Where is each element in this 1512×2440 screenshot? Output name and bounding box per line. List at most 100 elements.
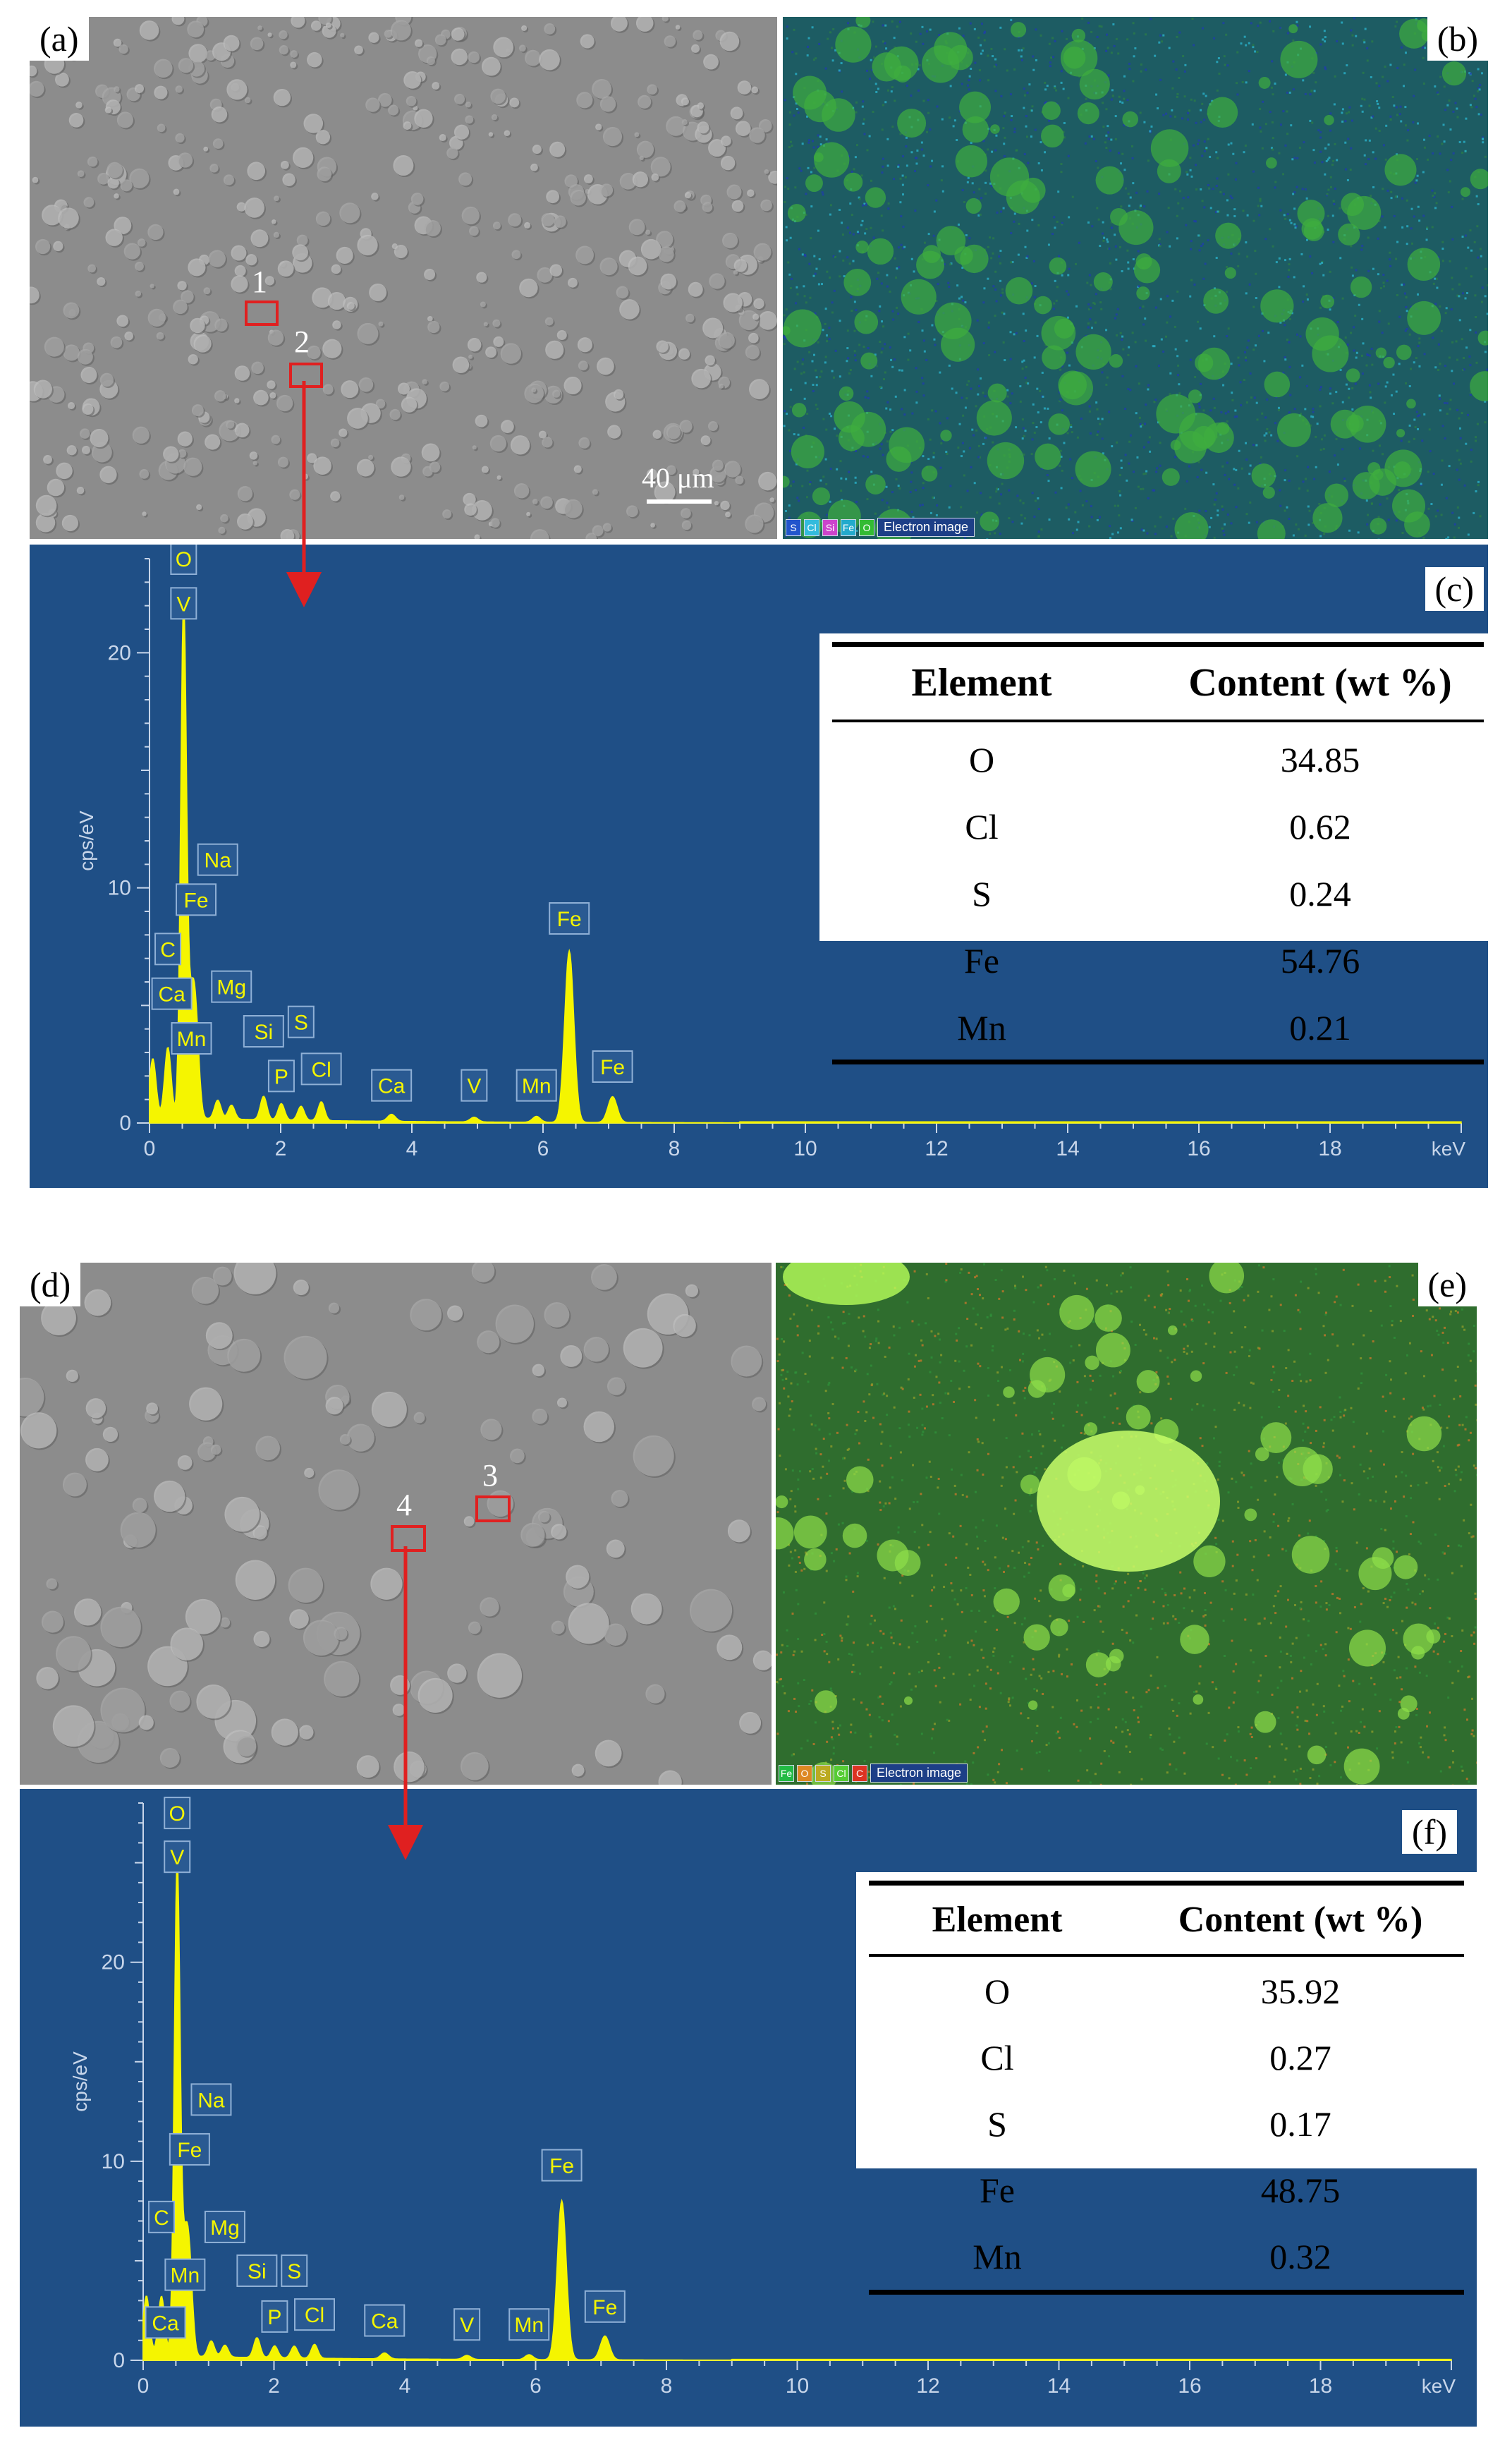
map-dot	[1038, 1337, 1041, 1340]
map-dot	[1355, 356, 1358, 359]
map-dot	[1154, 533, 1157, 535]
surface-particle	[226, 79, 248, 100]
map-dot	[860, 1701, 863, 1704]
map-dot	[1434, 1622, 1437, 1625]
surface-particle	[196, 1685, 231, 1719]
map-dot	[1465, 1778, 1468, 1780]
map-dot	[1023, 435, 1025, 437]
map-dot	[1085, 1287, 1088, 1290]
map-dot	[1272, 93, 1274, 96]
surface-particle	[357, 234, 378, 256]
map-dot	[1395, 257, 1398, 260]
map-dot	[886, 401, 889, 403]
map-dot	[1201, 102, 1204, 105]
map-dot	[1088, 525, 1091, 528]
map-dot	[1016, 1471, 1018, 1474]
map-dot	[1418, 414, 1421, 417]
map-dot	[987, 1394, 990, 1397]
map-dot	[1224, 473, 1226, 476]
map-dot	[825, 334, 828, 337]
map-dot	[998, 1763, 1001, 1766]
map-dot	[992, 1778, 995, 1781]
map-dot	[1149, 450, 1152, 453]
map-dot	[798, 1705, 800, 1708]
surface-particle	[454, 93, 465, 104]
map-dot	[1287, 275, 1290, 278]
map-dot	[1131, 332, 1134, 334]
map-dot	[822, 193, 824, 196]
map-dot	[1132, 80, 1135, 83]
map-dot	[1480, 301, 1483, 303]
map-dot	[1159, 34, 1162, 37]
map-dot	[961, 267, 964, 269]
map-dot	[897, 485, 900, 487]
map-dot	[1319, 388, 1322, 391]
map-dot	[1203, 119, 1206, 121]
map-dot	[1215, 257, 1218, 260]
map-dot	[794, 1510, 797, 1513]
map-dot	[982, 1473, 984, 1476]
map-texture-e	[776, 1263, 1477, 1785]
map-dot	[1258, 214, 1261, 217]
map-dot	[1243, 35, 1246, 38]
surface-particle	[173, 299, 188, 315]
surface-particle	[114, 86, 120, 92]
map-dot	[1401, 197, 1403, 200]
map-dot	[1443, 1552, 1446, 1555]
map-dot	[1135, 1614, 1138, 1617]
map-dot	[932, 496, 934, 499]
map-dot	[1001, 288, 1004, 291]
surface-particle	[492, 221, 501, 230]
map-dot	[1420, 1350, 1422, 1353]
map-dot	[1020, 1712, 1023, 1715]
surface-particle	[97, 172, 109, 185]
map-dot	[850, 296, 853, 298]
map-dot	[1470, 460, 1473, 463]
map-dot	[1479, 515, 1482, 518]
map-dot	[1071, 477, 1073, 480]
map-dot	[1023, 359, 1025, 362]
map-dot	[846, 360, 848, 363]
map-dot	[1173, 456, 1176, 459]
map-dot	[1238, 449, 1240, 452]
map-dot	[884, 1355, 886, 1358]
map-dot	[1058, 391, 1061, 394]
map-dot	[1291, 1379, 1294, 1382]
map-dot	[793, 114, 795, 117]
table-bottom-rule	[832, 1060, 1484, 1064]
map-dot	[934, 1431, 937, 1434]
map-cluster	[960, 244, 989, 274]
map-dot	[1218, 1460, 1221, 1463]
map-dot	[1097, 1706, 1100, 1709]
map-dot	[851, 1670, 854, 1673]
map-dot	[1288, 263, 1291, 266]
map-dot	[1123, 124, 1126, 127]
surface-particle	[33, 380, 52, 399]
map-dot	[1070, 425, 1073, 428]
map-dot	[794, 1505, 797, 1508]
map-dot	[1178, 190, 1181, 193]
map-dot	[1437, 1333, 1440, 1336]
map-dot	[941, 190, 944, 193]
map-dot	[1452, 110, 1455, 113]
map-dot	[1081, 504, 1084, 506]
map-dot	[983, 32, 986, 35]
map-dot	[1270, 434, 1273, 437]
map-dot	[1015, 426, 1018, 429]
map-dot	[1302, 301, 1305, 303]
surface-particle	[545, 340, 564, 359]
map-dot	[840, 490, 843, 492]
map-legend-b: S Cl Si Fe O Electron image	[786, 518, 975, 537]
map-dot	[854, 1731, 857, 1734]
map-dot	[1310, 1442, 1312, 1445]
map-dot	[865, 69, 868, 72]
map-dot	[1295, 186, 1298, 188]
map-dot	[1021, 418, 1024, 421]
map-dot	[1021, 1360, 1024, 1363]
map-dot	[1109, 537, 1111, 539]
map-dot	[1477, 68, 1480, 71]
map-dot	[927, 458, 930, 461]
map-dot	[1169, 1397, 1172, 1400]
map-dot	[1482, 136, 1484, 139]
surface-particle	[417, 1677, 453, 1713]
